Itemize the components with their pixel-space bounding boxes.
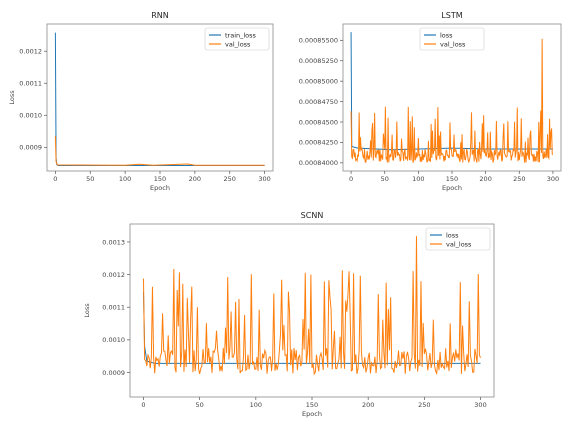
y-tick-label: 0.00085000: [299, 77, 338, 85]
x-tick-label: 200: [189, 175, 201, 183]
x-tick-label: 250: [418, 401, 430, 409]
y-axis-label: Loss: [8, 90, 16, 105]
legend-label: val_loss: [440, 40, 466, 48]
x-tick-label: 250: [513, 175, 525, 183]
chart-title: RNN: [151, 11, 169, 20]
x-tick-label: 200: [479, 175, 491, 183]
legend-label: train_loss: [225, 31, 257, 39]
x-tick-label: 150: [306, 401, 318, 409]
series-line-val-loss: [350, 38, 554, 164]
y-tick-label: 0.0009: [19, 144, 42, 152]
x-axis-label: Epoch: [302, 410, 322, 418]
y-tick-label: 0.0010: [102, 336, 125, 344]
chart-title: SCNN: [301, 211, 324, 220]
y-tick-label: 0.0010: [19, 112, 42, 120]
x-tick-label: 300: [258, 175, 270, 183]
y-tick-label: 0.00085250: [299, 57, 338, 65]
y-tick-label: 0.0009: [102, 369, 125, 377]
series-line-val-loss: [54, 136, 265, 166]
x-axis-label: Epoch: [150, 184, 170, 192]
y-tick-label: 0.00084500: [299, 118, 338, 126]
y-tick-label: 0.00085500: [299, 37, 338, 45]
x-tick-label: 0: [53, 175, 57, 183]
x-tick-label: 50: [381, 175, 389, 183]
series-line-train-loss: [54, 32, 265, 167]
series-group: [142, 236, 481, 376]
y-tick-label: 0.00084750: [299, 98, 338, 106]
x-tick-label: 150: [446, 175, 458, 183]
x-tick-label: 100: [119, 175, 131, 183]
series-group: [54, 32, 265, 167]
x-tick-label: 0: [141, 401, 145, 409]
legend-label: loss: [446, 231, 459, 239]
x-tick-label: 50: [196, 401, 204, 409]
chart-lstm: LSTM 0 50 100 150 200 250 300 0.00084000 0.000842…: [299, 11, 562, 192]
series-group: [350, 32, 554, 164]
x-tick-label: 0: [349, 175, 353, 183]
y-tick-label: 0.0013: [102, 238, 125, 246]
legend-label: val_loss: [225, 40, 251, 48]
legend-label: val_loss: [446, 240, 472, 248]
x-tick-label: 100: [250, 401, 262, 409]
chart-scnn: SCNN 0 50 100 150 200 250 300 0.0009 0.0010 0.0011…: [83, 211, 495, 418]
y-tick-label: 0.0012: [102, 271, 125, 279]
y-tick-label: 0.0011: [19, 80, 42, 88]
x-tick-label: 50: [86, 175, 94, 183]
y-tick-label: 0.00084250: [299, 139, 338, 147]
legend-label: loss: [440, 31, 453, 39]
x-tick-label: 300: [547, 175, 559, 183]
y-tick-label: 0.00084000: [299, 159, 338, 167]
x-axis-label: Epoch: [442, 184, 462, 192]
y-tick-label: 0.0011: [102, 304, 125, 312]
x-tick-label: 300: [474, 401, 486, 409]
x-tick-label: 200: [362, 401, 374, 409]
y-axis-label: Loss: [83, 303, 91, 318]
series-line-val-loss: [142, 236, 481, 376]
chart-title: LSTM: [441, 11, 462, 20]
x-tick-label: 100: [412, 175, 424, 183]
x-tick-label: 250: [224, 175, 236, 183]
chart-rnn: RNN 0 50 100 150 200 250 300 0.0009 0.0010 0.0011 0…: [8, 11, 274, 192]
y-tick-label: 0.0012: [19, 48, 42, 56]
x-tick-label: 150: [154, 175, 166, 183]
